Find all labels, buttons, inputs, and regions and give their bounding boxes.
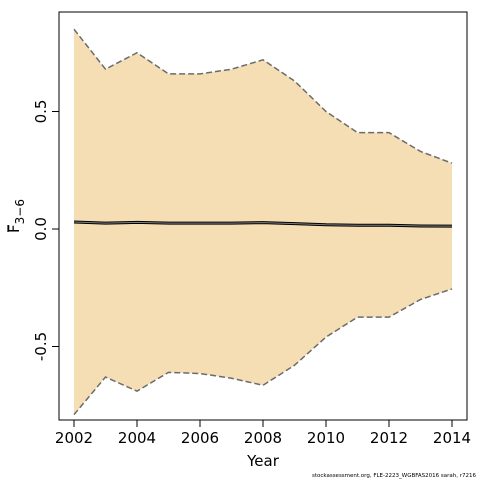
lower-bound-line [73, 288, 453, 416]
y-tick-label: 0.0 [32, 217, 50, 241]
x-tick-label: 2008 [244, 429, 282, 447]
x-tick-label: 2012 [370, 429, 408, 447]
x-tick-label: 2014 [433, 429, 471, 447]
y-tick-label: 0.5 [32, 100, 50, 124]
y-axis-title: F3−6 [5, 199, 27, 233]
series-line-layer [73, 28, 453, 416]
x-tick-label: 2004 [118, 429, 156, 447]
x-axis: 2002 2004 2006 2008 2010 2012 2014 [55, 419, 471, 447]
y-axis-title-main: F [5, 224, 23, 233]
estimate-line-highlight [73, 221, 453, 227]
x-tick-label: 2010 [307, 429, 345, 447]
upper-bound-line [73, 28, 453, 164]
svg-text:F3−6: F3−6 [5, 199, 27, 233]
y-axis-title-sub: 3−6 [13, 199, 27, 224]
x-tick-label: 2006 [181, 429, 219, 447]
y-axis: -0.5 0.0 0.5 [32, 100, 60, 361]
x-tick-label: 2002 [55, 429, 93, 447]
footer-credit: stockassessment.org, FLE-2223_WGBFAS2016… [312, 473, 477, 479]
x-axis-title: Year [246, 452, 280, 470]
y-tick-label: -0.5 [32, 332, 50, 361]
